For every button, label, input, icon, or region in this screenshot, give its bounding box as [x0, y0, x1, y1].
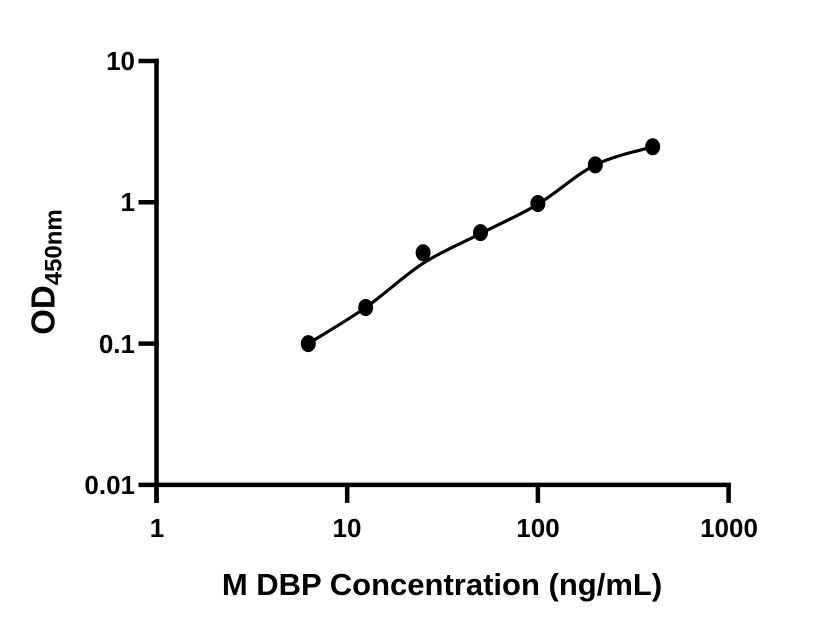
data-point	[415, 244, 431, 262]
fit-curve	[306, 145, 655, 346]
x-tick-label-10: 10	[332, 513, 362, 543]
data-point	[473, 224, 488, 242]
data-point	[300, 335, 316, 353]
y-axis-title: OD450nm	[25, 209, 74, 335]
x-tick-label-100: 100	[516, 513, 560, 543]
data-point	[530, 195, 546, 212]
data-point	[358, 299, 374, 316]
y-tick-label-0.01: 0.01	[84, 470, 135, 500]
y-tick-label-0.1: 0.1	[98, 329, 135, 359]
x-tick-label-1000: 1000	[700, 513, 758, 543]
y-axis-title-main: OD	[24, 285, 62, 335]
y-tick-label-1: 1	[120, 187, 135, 217]
data-point	[587, 156, 603, 174]
x-axis-title: M DBP Concentration (ng/mL)	[221, 567, 663, 602]
x-tick-label-1: 1	[149, 513, 165, 543]
y-axis-title-subscript: 450nm	[40, 209, 68, 286]
data-point	[645, 138, 661, 156]
y-tick-label-10: 10	[106, 46, 135, 76]
